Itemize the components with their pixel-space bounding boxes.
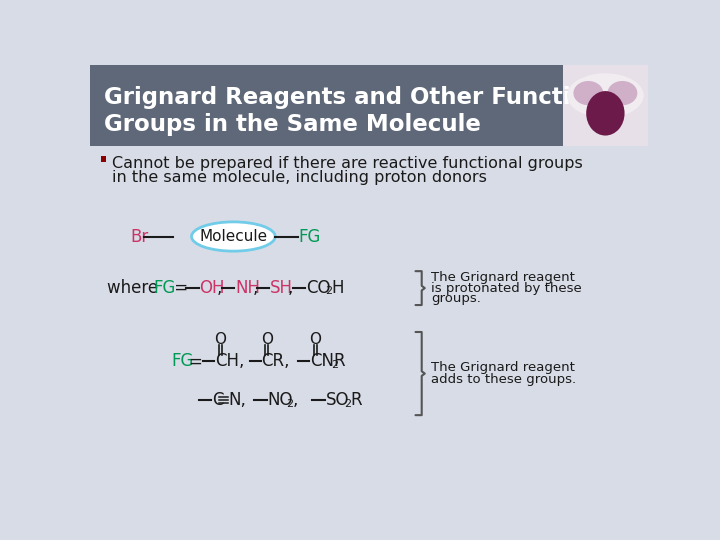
Text: Groups in the Same Molecule: Groups in the Same Molecule xyxy=(104,112,481,136)
Ellipse shape xyxy=(608,81,637,105)
Text: Molecule: Molecule xyxy=(199,229,267,244)
FancyBboxPatch shape xyxy=(563,65,648,146)
Text: FG: FG xyxy=(153,279,176,297)
Text: ,: , xyxy=(253,279,258,297)
Ellipse shape xyxy=(573,81,603,105)
Text: FG: FG xyxy=(299,227,321,246)
Text: R: R xyxy=(351,391,362,409)
Text: NO: NO xyxy=(267,391,293,409)
Text: Grignard Reagents and Other Functional: Grignard Reagents and Other Functional xyxy=(104,86,626,110)
Text: ,: , xyxy=(292,391,297,409)
Text: CR,: CR, xyxy=(261,352,289,370)
Text: O: O xyxy=(215,332,226,347)
FancyBboxPatch shape xyxy=(90,65,648,146)
Text: ,: , xyxy=(217,279,222,297)
FancyBboxPatch shape xyxy=(101,157,107,162)
Text: Cannot be prepared if there are reactive functional groups: Cannot be prepared if there are reactive… xyxy=(112,156,582,171)
Text: CNR: CNR xyxy=(310,352,346,370)
Text: ,: , xyxy=(287,279,293,297)
Text: SH: SH xyxy=(270,279,293,297)
Text: CO: CO xyxy=(306,279,330,297)
Text: NH: NH xyxy=(235,279,260,297)
Text: 2: 2 xyxy=(331,360,338,370)
Text: OH: OH xyxy=(199,279,225,297)
Text: FG: FG xyxy=(171,352,194,370)
Text: Br: Br xyxy=(130,227,148,246)
Text: C: C xyxy=(212,391,223,409)
Text: 2: 2 xyxy=(286,399,293,409)
Text: =: = xyxy=(169,279,188,297)
Text: H: H xyxy=(331,279,343,297)
Ellipse shape xyxy=(192,222,275,251)
Text: The Grignard reagent: The Grignard reagent xyxy=(431,271,575,284)
Text: 2: 2 xyxy=(344,399,351,409)
Text: groups.: groups. xyxy=(431,292,481,306)
Text: O: O xyxy=(310,332,322,347)
Text: is protonated by these: is protonated by these xyxy=(431,281,582,295)
Text: SO: SO xyxy=(325,391,349,409)
Text: where: where xyxy=(107,279,163,297)
Text: O: O xyxy=(261,332,273,347)
Ellipse shape xyxy=(567,73,644,118)
Text: adds to these groups.: adds to these groups. xyxy=(431,373,576,386)
Text: CH,: CH, xyxy=(215,352,244,370)
Text: in the same molecule, including proton donors: in the same molecule, including proton d… xyxy=(112,170,487,185)
Text: The Grignard reagent: The Grignard reagent xyxy=(431,361,575,374)
Text: =: = xyxy=(189,352,202,370)
Text: 2: 2 xyxy=(325,286,332,296)
Text: N,: N, xyxy=(229,391,246,409)
Ellipse shape xyxy=(586,91,624,136)
